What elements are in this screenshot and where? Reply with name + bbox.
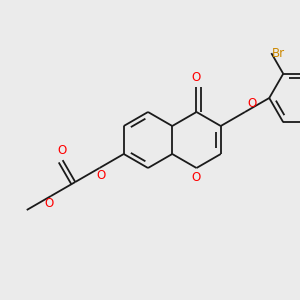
- Text: O: O: [247, 97, 256, 110]
- Text: Br: Br: [272, 46, 286, 60]
- Text: O: O: [96, 169, 105, 182]
- Text: O: O: [44, 197, 54, 210]
- Text: O: O: [192, 71, 201, 84]
- Text: O: O: [192, 171, 201, 184]
- Text: O: O: [57, 144, 66, 157]
